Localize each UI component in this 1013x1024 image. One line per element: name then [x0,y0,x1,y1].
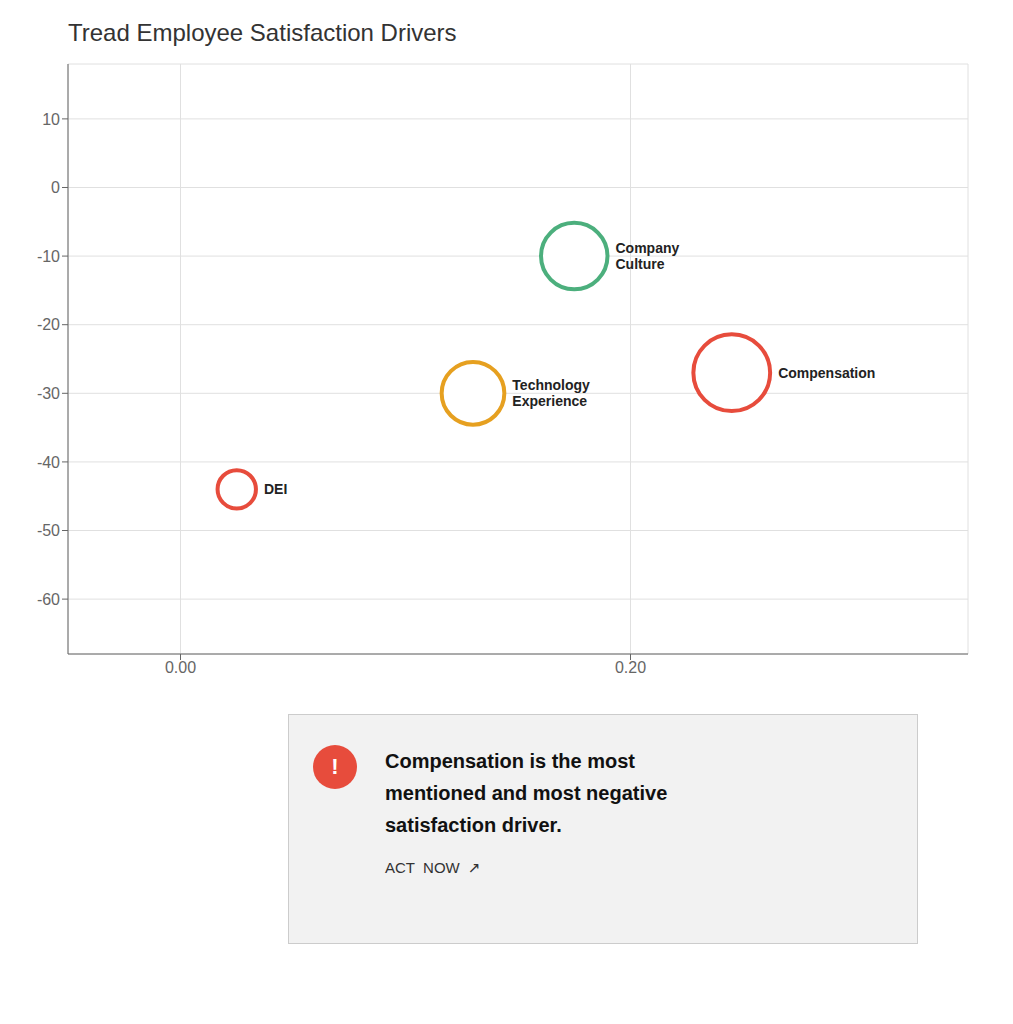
svg-text:-60: -60 [37,591,60,608]
svg-text:0.00: 0.00 [165,659,196,676]
svg-text:Compensation: Compensation [778,365,875,381]
svg-text:-20: -20 [37,316,60,333]
svg-text:CompanyCulture: CompanyCulture [615,240,679,272]
html-text:mentioned and most negative: mentioned and most negative [385,782,668,804]
svg-text:-40: -40 [37,454,60,471]
svg-text:-30: -30 [37,385,60,402]
html-text:satisfaction driver.: satisfaction driver. [385,814,562,836]
svg-text:TechnologyExperience: TechnologyExperience [512,377,590,409]
svg-text:-50: -50 [37,522,60,539]
svg-text:10: 10 [42,111,60,128]
svg-text:0.20: 0.20 [615,659,646,676]
svg-text:0: 0 [51,179,60,196]
html-text:ACT NOW ↗: ACT NOW ↗ [385,859,481,876]
html-text:Tread Employee Satisfaction Dr: Tread Employee Satisfaction Drivers [68,19,457,46]
svg-text:-10: -10 [37,248,60,265]
html-text:Compensation is the most: Compensation is the most [385,750,635,772]
svg-text:DEI: DEI [264,481,287,497]
